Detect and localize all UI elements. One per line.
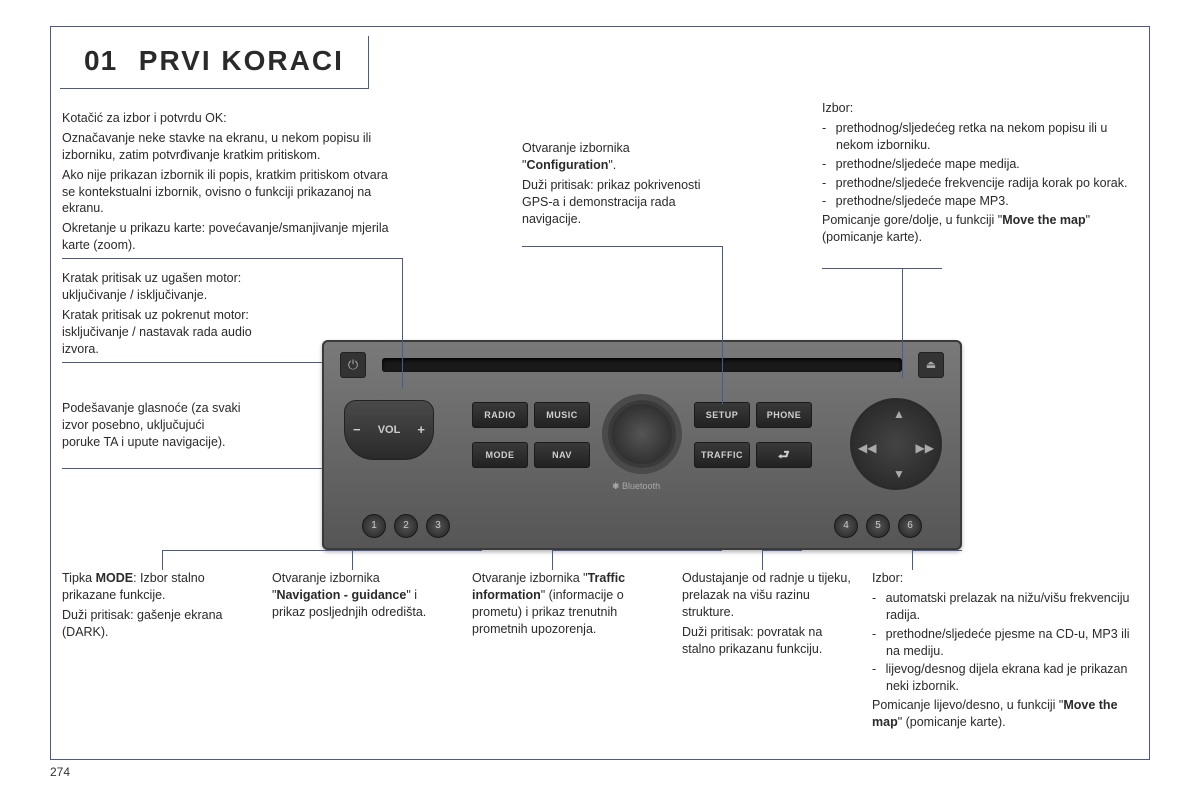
preset-1: 1	[362, 514, 386, 538]
callout-mode: Tipka MODE: Izbor stalno prikazane funkc…	[62, 570, 242, 644]
text: Duži pritisak: povratak na stalno prikaz…	[682, 624, 852, 658]
page-number: 274	[50, 764, 70, 780]
text: Tipka MODE: Izbor stalno prikazane funkc…	[62, 570, 242, 604]
callout-power: Kratak pritisak uz ugašen motor: uključi…	[62, 270, 262, 360]
power-button-icon: ⏻	[340, 352, 366, 378]
list-item: prethodne/sljedeće mape MP3.	[836, 193, 1132, 210]
leader-line	[912, 550, 962, 551]
preset-2: 2	[394, 514, 418, 538]
radio-button: RADIO	[472, 402, 528, 428]
callout-escape: Odustajanje od radnje u tijeku, prelazak…	[682, 570, 852, 660]
list: automatski prelazak na nižu/višu frekven…	[872, 590, 1142, 695]
text: Otvaranje izbornika "Traffic information…	[472, 570, 652, 638]
callout-up-down: Izbor: prethodnog/sljedećeg retka na nek…	[822, 100, 1132, 249]
section-title: PRVI KORACI	[139, 45, 344, 76]
preset-4: 4	[834, 514, 858, 538]
text: Ako nije prikazan izbornik ili popis, kr…	[62, 167, 402, 218]
center-dial	[608, 400, 676, 468]
preset-5: 5	[866, 514, 890, 538]
direction-pad: ▲ ▼ ◀◀ ▶▶	[850, 398, 942, 490]
text: Otvaranje izbornika "Navigation - guidan…	[272, 570, 442, 621]
setup-button: SETUP	[694, 402, 750, 428]
text: Pomicanje lijevo/desno, u funkciji "Move…	[872, 697, 1142, 731]
leader-line	[522, 246, 722, 247]
mode-button: MODE	[472, 442, 528, 468]
text: Duži pritisak: prikaz pokrivenosti GPS-a…	[522, 177, 712, 228]
phone-button: PHONE	[756, 402, 812, 428]
volume-knob: − VOL +	[344, 400, 434, 460]
leader-line	[902, 268, 903, 378]
leader-line	[162, 550, 482, 551]
radio-device: ⏻ ⏏ − VOL + RADIO MUSIC SETUP PHONE MODE…	[322, 340, 962, 550]
callout-dial-ok: Kotačić za izbor i potvrdu OK: Označavan…	[62, 110, 402, 257]
text: Otvaranje izbornika "Configuration".	[522, 140, 712, 174]
text: Podešavanje glasnoće (za svaki izvor pos…	[62, 400, 242, 451]
bluetooth-label: ✱ Bluetooth	[612, 480, 660, 492]
text: Kotačić za izbor i potvrdu OK:	[62, 110, 402, 127]
arrow-left-icon: ◀◀	[858, 440, 876, 456]
arrow-right-icon: ▶▶	[916, 440, 934, 456]
leader-line	[402, 258, 403, 388]
list-item: prethodne/sljedeće frekvencije radija ko…	[836, 175, 1132, 192]
text: Izbor:	[872, 570, 1142, 587]
content-area: Kotačić za izbor i potvrdu OK: Označavan…	[62, 110, 1138, 752]
leader-line	[762, 550, 802, 551]
leader-line	[552, 550, 722, 551]
leader-line	[62, 468, 322, 469]
leader-line	[822, 268, 942, 269]
callout-left-right: Izbor: automatski prelazak na nižu/višu …	[872, 570, 1142, 734]
list-item: automatski prelazak na nižu/višu frekven…	[886, 590, 1142, 624]
preset-3: 3	[426, 514, 450, 538]
list-item: prethodne/sljedeće pjesme na CD-u, MP3 i…	[886, 626, 1142, 660]
leader-line	[762, 550, 763, 570]
leader-line	[162, 550, 163, 570]
list-item: prethodnog/sljedećeg retka na nekom popi…	[836, 120, 1132, 154]
plus-icon: +	[417, 421, 425, 439]
minus-icon: −	[353, 421, 361, 439]
escape-button: ⮐	[756, 442, 812, 468]
traffic-button: TRAFFIC	[694, 442, 750, 468]
section-number: 01	[84, 45, 117, 76]
arrow-up-icon: ▲	[893, 406, 905, 422]
text: Duži pritisak: gašenje ekrana (DARK).	[62, 607, 242, 641]
list-item: lijevog/desnog dijela ekrana kad je prik…	[886, 661, 1142, 695]
text: Odustajanje od radnje u tijeku, prelazak…	[682, 570, 852, 621]
leader-line	[62, 258, 402, 259]
text: Izbor:	[822, 100, 1132, 117]
leader-line	[352, 550, 353, 570]
leader-line	[722, 246, 723, 404]
nav-button: NAV	[534, 442, 590, 468]
eject-button-icon: ⏏	[918, 352, 944, 378]
leader-line	[62, 362, 322, 363]
list-item: prethodne/sljedeće mape medija.	[836, 156, 1132, 173]
callout-setup: Otvaranje izbornika "Configuration". Duž…	[522, 140, 712, 230]
music-button: MUSIC	[534, 402, 590, 428]
list: prethodnog/sljedećeg retka na nekom popi…	[822, 120, 1132, 210]
callout-nav: Otvaranje izbornika "Navigation - guidan…	[272, 570, 442, 624]
text: Okretanje u prikazu karte: povećavanje/s…	[62, 220, 402, 254]
cd-slot	[382, 358, 902, 372]
leader-line	[552, 550, 553, 570]
text: Pomicanje gore/dolje, u funkciji "Move t…	[822, 212, 1132, 246]
page-header: 01 PRVI KORACI	[60, 36, 369, 89]
vol-label: VOL	[378, 423, 401, 438]
leader-line	[912, 550, 913, 570]
preset-6: 6	[898, 514, 922, 538]
text: Označavanje neke stavke na ekranu, u nek…	[62, 130, 402, 164]
text: Kratak pritisak uz pokrenut motor: isklj…	[62, 307, 262, 358]
callout-volume: Podešavanje glasnoće (za svaki izvor pos…	[62, 400, 242, 454]
callout-traffic: Otvaranje izbornika "Traffic information…	[472, 570, 652, 641]
text: Kratak pritisak uz ugašen motor: uključi…	[62, 270, 262, 304]
arrow-down-icon: ▼	[893, 466, 905, 482]
